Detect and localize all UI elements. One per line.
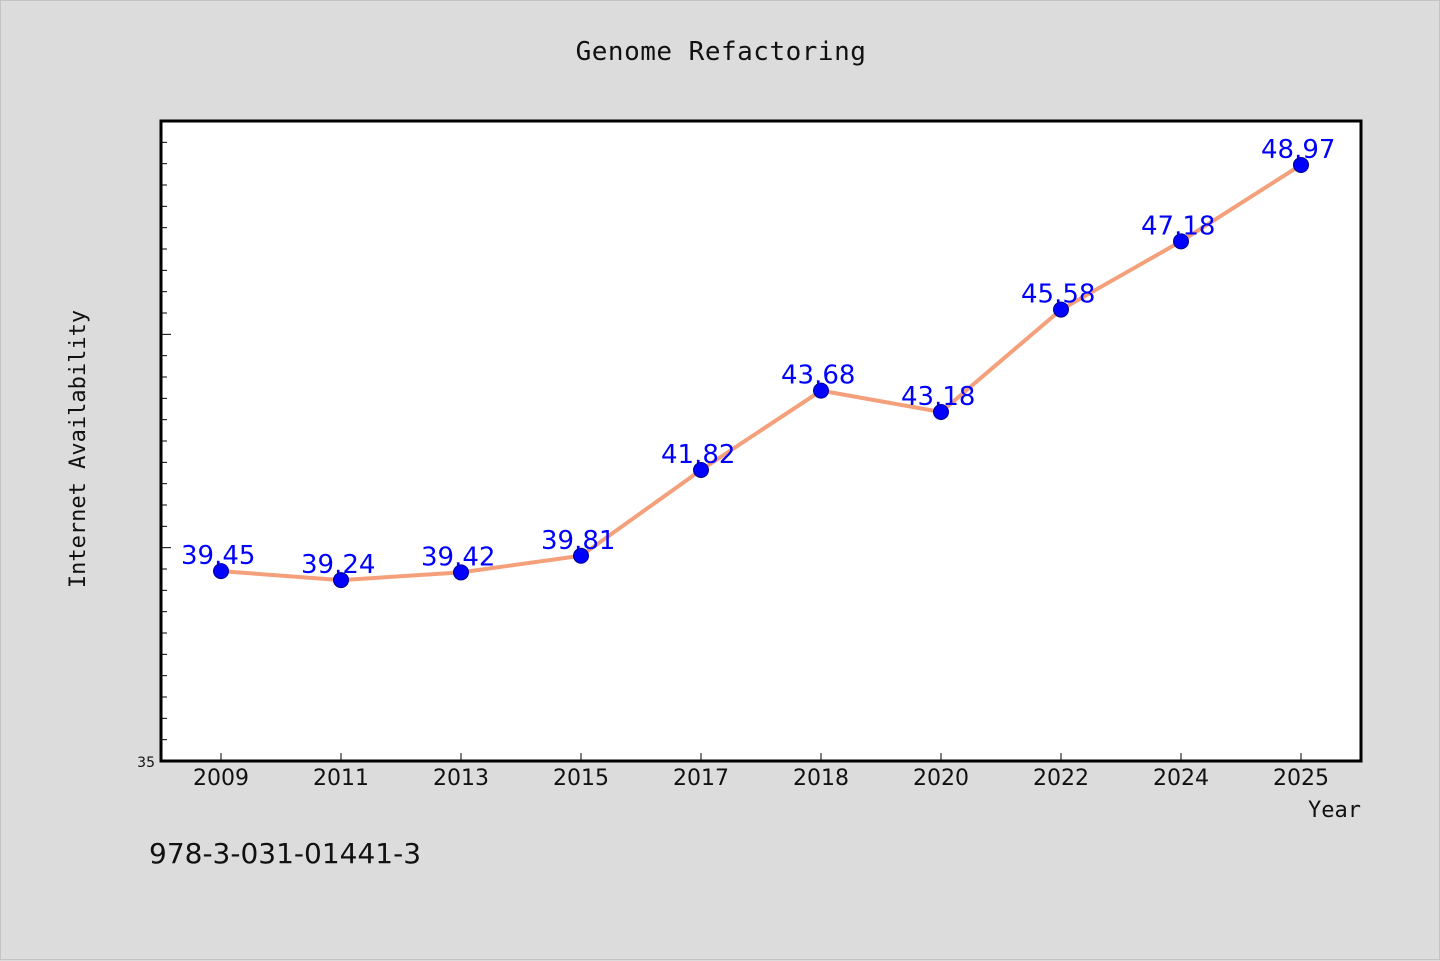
data-label: 39.81 — [541, 526, 615, 556]
data-point — [693, 462, 709, 479]
data-point — [1053, 301, 1069, 318]
x-tick-label: 2020 — [913, 766, 969, 791]
data-label: 43.68 — [781, 361, 855, 391]
data-label: 43.18 — [901, 382, 975, 412]
data-label: 41.82 — [661, 440, 735, 470]
data-point — [813, 382, 829, 399]
x-tick-label: 2011 — [313, 766, 369, 791]
x-tick-label: 2018 — [793, 766, 849, 791]
x-tick-label: 2013 — [433, 766, 489, 791]
x-tick-label: 2015 — [553, 766, 609, 791]
series-line — [220, 163, 1303, 583]
x-tick-label: 2009 — [193, 766, 249, 791]
data-label: 39.45 — [181, 541, 255, 571]
data-point — [213, 563, 229, 580]
x-tick-label: 2022 — [1033, 766, 1089, 791]
data-point — [453, 564, 469, 581]
plot-area — [159, 119, 1363, 763]
x-tick-label: 2024 — [1153, 766, 1209, 791]
data-point — [333, 572, 349, 589]
data-point — [573, 547, 589, 564]
data-label: 39.42 — [421, 542, 495, 572]
data-label: 47.18 — [1141, 211, 1215, 241]
x-axis-title: Year — [1308, 798, 1361, 823]
data-point — [933, 403, 949, 420]
data-label: 45.58 — [1021, 280, 1095, 310]
x-tick-label: 2017 — [673, 766, 729, 791]
data-label: 48.97 — [1261, 135, 1335, 165]
x-tick-label: 2025 — [1273, 766, 1329, 791]
data-point — [1293, 156, 1309, 173]
data-point — [1173, 233, 1189, 250]
y-tick-label: 35 — [137, 755, 155, 771]
isbn-text: 978-3-031-01441-3 — [149, 837, 422, 870]
chart-title: Genome Refactoring — [575, 37, 867, 67]
y-axis-title: Internet Availability — [66, 310, 91, 588]
data-label: 39.24 — [301, 550, 375, 580]
